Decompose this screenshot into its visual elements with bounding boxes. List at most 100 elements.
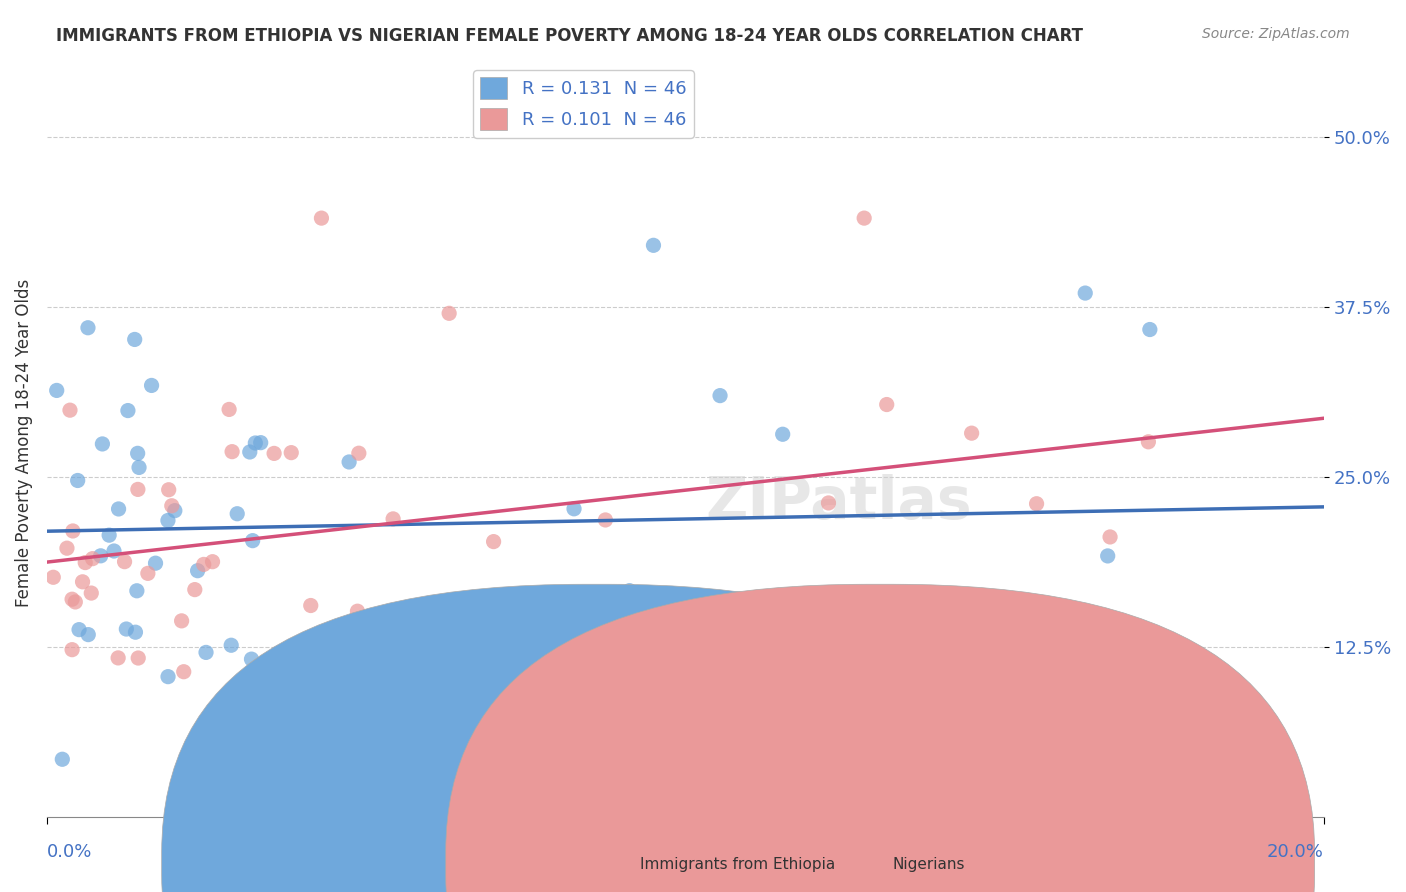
Point [240, 677, 263, 691]
Point [145, 556, 167, 570]
FancyBboxPatch shape [446, 584, 1315, 892]
Point [82, 551, 104, 566]
Point [77, 320, 100, 334]
Point [163, 503, 186, 517]
Point [503, 608, 526, 623]
Point [136, 566, 159, 581]
Point [103, 544, 125, 558]
Point [173, 665, 195, 679]
Point [141, 378, 163, 392]
Point [56, 541, 79, 556]
Point [156, 513, 179, 527]
Point [107, 502, 129, 516]
Point [59, 403, 82, 417]
Point [51, 752, 73, 766]
Point [170, 614, 193, 628]
Point [382, 512, 405, 526]
Point [613, 612, 636, 626]
Point [280, 445, 302, 459]
Point [157, 483, 180, 497]
Point [62, 524, 84, 538]
Point [187, 564, 209, 578]
Point [897, 728, 920, 742]
Point [240, 652, 263, 666]
Point [482, 534, 505, 549]
Point [1025, 497, 1047, 511]
Point [195, 645, 218, 659]
Point [346, 604, 368, 618]
Point [184, 582, 207, 597]
Point [127, 651, 149, 665]
Point [117, 403, 139, 417]
Point [437, 306, 460, 320]
Point [643, 238, 665, 252]
Point [299, 599, 322, 613]
Point [67, 623, 90, 637]
Text: Immigrants from Ethiopia: Immigrants from Ethiopia [640, 857, 835, 872]
Point [160, 499, 183, 513]
Point [65, 595, 87, 609]
Point [157, 670, 180, 684]
Point [772, 427, 794, 442]
Point [107, 651, 129, 665]
Y-axis label: Female Poverty Among 18-24 Year Olds: Female Poverty Among 18-24 Year Olds [15, 278, 32, 607]
Point [245, 436, 267, 450]
Point [1139, 322, 1161, 336]
Point [124, 625, 146, 640]
Point [221, 444, 243, 458]
Point [125, 583, 148, 598]
Point [193, 558, 215, 572]
Point [201, 555, 224, 569]
Point [562, 501, 585, 516]
Point [249, 435, 271, 450]
Point [77, 627, 100, 641]
Point [242, 533, 264, 548]
Point [876, 398, 898, 412]
Point [91, 437, 114, 451]
Point [263, 446, 285, 460]
Text: IMMIGRANTS FROM ETHIOPIA VS NIGERIAN FEMALE POVERTY AMONG 18-24 YEAR OLDS CORREL: IMMIGRANTS FROM ETHIOPIA VS NIGERIAN FEM… [56, 27, 1083, 45]
Point [595, 513, 617, 527]
Point [124, 333, 146, 347]
Point [60, 642, 83, 657]
Text: Nigerians: Nigerians [893, 857, 966, 872]
Point [219, 638, 242, 652]
Point [853, 211, 876, 226]
Point [127, 446, 149, 460]
Text: 0.0%: 0.0% [46, 843, 93, 861]
Point [218, 402, 240, 417]
Point [666, 634, 689, 648]
Point [848, 598, 870, 612]
Point [128, 460, 150, 475]
Point [709, 389, 731, 403]
Text: 20.0%: 20.0% [1267, 843, 1324, 861]
Point [45, 384, 67, 398]
Point [980, 755, 1002, 769]
FancyBboxPatch shape [162, 584, 1031, 892]
Point [1137, 434, 1160, 449]
Point [80, 586, 103, 600]
Point [66, 474, 89, 488]
Point [1074, 286, 1097, 301]
Legend: R = 0.131  N = 46, R = 0.101  N = 46: R = 0.131 N = 46, R = 0.101 N = 46 [472, 70, 693, 137]
Point [311, 211, 333, 226]
Point [114, 555, 136, 569]
Point [98, 528, 121, 542]
Point [239, 445, 262, 459]
Point [347, 446, 370, 460]
Point [75, 556, 97, 570]
Point [90, 549, 112, 563]
Point [72, 574, 94, 589]
Text: ZIPatlas: ZIPatlas [706, 474, 972, 531]
Point [614, 667, 637, 681]
Point [115, 622, 138, 636]
Point [1099, 530, 1122, 544]
Point [127, 483, 149, 497]
Point [960, 426, 983, 441]
Point [60, 592, 83, 607]
Point [337, 455, 360, 469]
Point [619, 583, 641, 598]
Text: Source: ZipAtlas.com: Source: ZipAtlas.com [1202, 27, 1350, 41]
Point [699, 624, 721, 639]
Point [42, 570, 65, 584]
